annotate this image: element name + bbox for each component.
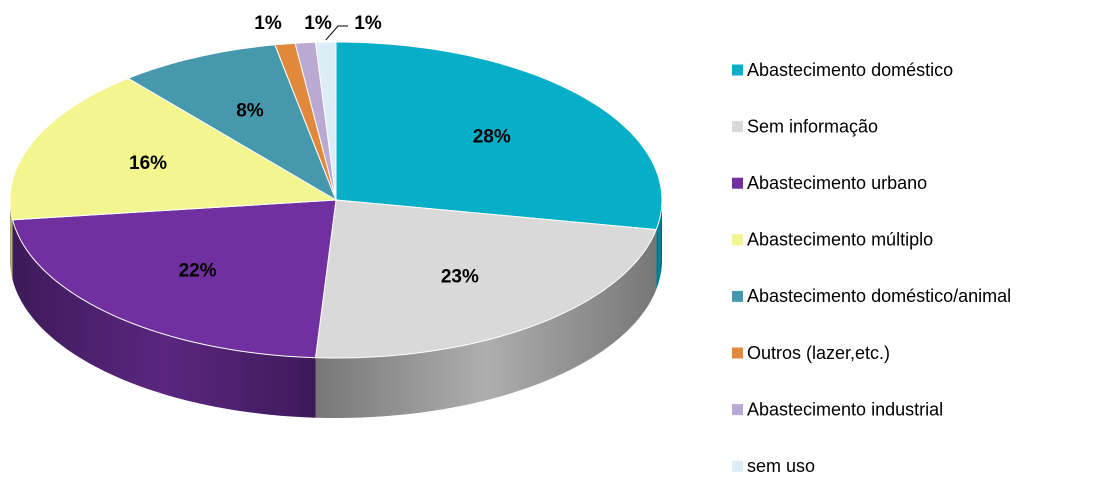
leader-line	[325, 25, 348, 41]
legend-label: Abastecimento doméstico	[747, 60, 953, 80]
legend-swatch	[732, 460, 743, 472]
legend-swatch	[732, 234, 743, 246]
slice	[335, 41, 663, 231]
legend-label: Abastecimento doméstico/animal	[747, 286, 1011, 306]
legend-swatch	[732, 64, 743, 76]
data-label: 22%	[179, 260, 217, 281]
legend-swatch	[732, 177, 743, 189]
legend-label: Abastecimento industrial	[747, 399, 943, 419]
slice	[127, 44, 337, 202]
data-label: 1%	[254, 13, 282, 34]
data-label: 28%	[473, 127, 511, 148]
legend-label: Abastecimento múltiplo	[747, 230, 933, 250]
legend-swatch	[732, 347, 743, 359]
slice	[314, 41, 337, 201]
legend-label: Abastecimento urbano	[747, 173, 927, 193]
slice	[314, 199, 657, 359]
data-label: 8%	[236, 100, 264, 121]
data-label: 23%	[441, 266, 479, 287]
legend-swatch	[732, 121, 743, 133]
slice	[11, 199, 337, 359]
legend-label: sem uso	[747, 456, 815, 476]
data-label: 1%	[304, 13, 332, 34]
legend-swatch	[732, 404, 743, 416]
data-label: 16%	[129, 153, 167, 174]
legend-swatch	[732, 290, 743, 302]
slice-side	[656, 200, 662, 290]
slice-side	[10, 200, 13, 280]
slice-side	[315, 229, 657, 418]
legend-label: Sem informação	[747, 116, 878, 136]
legend-label: Outros (lazer,etc.)	[747, 343, 890, 363]
data-label: 1%	[354, 13, 382, 34]
slice	[9, 77, 338, 221]
slice-side	[12, 219, 316, 418]
